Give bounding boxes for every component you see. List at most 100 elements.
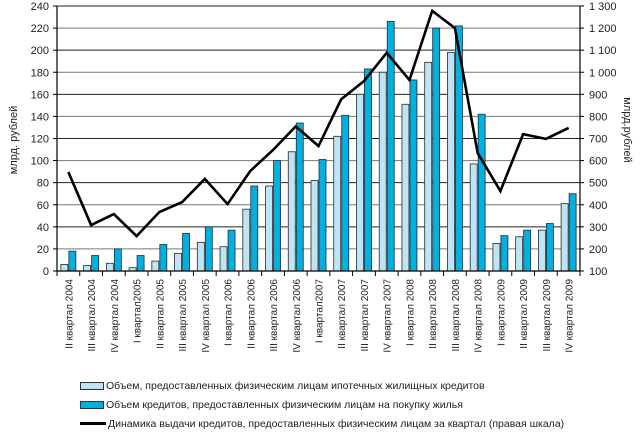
right-tick-label: 700 [589, 134, 607, 146]
left-tick-label: 40 [37, 222, 49, 234]
left-tick-label: 160 [31, 89, 49, 101]
category-label: II квартал 2008 [428, 279, 439, 349]
right-tick-label: 200 [589, 244, 607, 256]
bar-housing [523, 229, 532, 272]
legend-item-housing: Объем кредитов, предоставленных физическ… [80, 395, 564, 414]
right-tick-label: 300 [589, 222, 607, 234]
bar-mortgage [492, 242, 501, 272]
bar-housing [477, 113, 486, 272]
bar-mortgage [151, 260, 160, 272]
gridlines [57, 5, 580, 250]
bar-housing [273, 160, 281, 272]
bar-mortgage [242, 208, 251, 272]
bar-housing [409, 79, 418, 272]
right-tick-label: 1 100 [589, 45, 617, 57]
left-tick-label: 180 [31, 67, 49, 79]
category-label: IV квартал 2009 [565, 279, 576, 353]
left-tick-label: 80 [37, 178, 49, 190]
bar-housing [432, 27, 441, 272]
category-label: III квартал 2007 [360, 279, 371, 352]
category-label: IV квартал 2008 [474, 279, 485, 353]
bar-housing [204, 226, 213, 272]
legend-label: Объем кредитов, предоставленных физическ… [106, 398, 463, 411]
left-tick-label: 220 [31, 23, 49, 35]
left-tick-label: 0 [43, 266, 49, 278]
line-series [67, 8, 570, 238]
category-label: III квартал 2008 [451, 279, 462, 352]
right-axis-ticks: 100 200 300 400 500 600 700 800 900 1 000 1 100 1 2… [589, 1, 617, 278]
left-tick-label: 20 [37, 244, 49, 256]
bar-housing [364, 68, 372, 272]
bar-mortgage [560, 203, 569, 272]
legend-item-dynamics: Динамика выдачи кредитов, предоставленны… [80, 414, 564, 433]
category-label: I квартал 2009 [496, 279, 507, 346]
bar-mortgage [333, 135, 342, 272]
bar-housing [250, 185, 259, 272]
left-tick-label: 100 [31, 156, 49, 168]
bar-mortgage [60, 263, 69, 272]
left-tick-label: 140 [31, 111, 49, 123]
right-tick-label: 400 [589, 200, 607, 212]
bar-mortgage [287, 151, 296, 272]
bar-mortgage [469, 163, 478, 272]
left-tick-label: 120 [31, 134, 49, 146]
category-label: I квартал2005 [133, 279, 144, 344]
right-tick-label: 600 [589, 156, 607, 168]
bar-mortgage [174, 252, 182, 272]
left-axis-label: млрд. рублей [8, 106, 20, 174]
right-tick-label: 100 [589, 266, 607, 278]
bar-housing [68, 250, 77, 272]
category-label: II квартал 2006 [246, 279, 257, 349]
category-label: I квартал 2008 [405, 279, 416, 346]
left-tick-label: 240 [31, 1, 49, 13]
bar-mortgage [424, 61, 433, 272]
category-label: III квартал 2009 [542, 279, 553, 352]
bar-housing [159, 244, 168, 272]
bar-housing [182, 233, 190, 272]
category-label: IV квартал 2004 [110, 279, 121, 353]
right-tick-label: 1 000 [589, 67, 617, 79]
legend-label: Объем, предоставленных физическим лицам … [106, 379, 485, 392]
bar-mortgage [447, 51, 455, 272]
bar-housing [500, 235, 509, 272]
bar-housing [545, 223, 554, 272]
bar-mortgage [196, 241, 205, 272]
category-label: I квартал 2006 [224, 279, 235, 346]
bar-mortgage [219, 246, 228, 272]
category-label: III квартал 2004 [87, 279, 98, 352]
right-tick-label: 900 [589, 89, 607, 101]
category-label: II квартал 2007 [337, 279, 348, 349]
left-axis-ticks: 0 20 40 60 80 100 120 140 160 180 200 220 240 [31, 1, 49, 278]
bar-mortgage [265, 185, 273, 272]
bar-housing [568, 193, 577, 272]
right-tick-label: 1 300 [589, 1, 617, 13]
bar-mortgage [401, 103, 410, 272]
legend-swatch-light-blue [80, 381, 104, 390]
bar-mortgage [378, 71, 387, 272]
category-label: III квартал 2005 [178, 279, 189, 352]
legend-label: Динамика выдачи кредитов, предоставленны… [108, 417, 565, 430]
right-axis-label: млрд.рублей [621, 97, 633, 162]
bar-housing [295, 122, 304, 272]
axes [53, 5, 584, 276]
right-tick-label: 500 [589, 178, 607, 190]
left-tick-label: 60 [37, 200, 49, 212]
category-label: II квартал 2005 [155, 279, 166, 349]
bar-mortgage [356, 93, 364, 272]
legend-item-mortgage: Объем, предоставленных физическим лицам … [80, 376, 564, 395]
bar-mortgage [537, 229, 546, 272]
bar-housing [91, 255, 100, 272]
category-label: IV квартал 2006 [292, 279, 303, 353]
category-label: IV квартал 2005 [201, 279, 212, 353]
category-label: I квартал2007 [315, 279, 326, 344]
bar-mortgage [310, 180, 319, 272]
category-label: IV квартал 2007 [383, 279, 394, 353]
left-tick-label: 200 [31, 45, 49, 57]
bar-mortgage [83, 265, 92, 272]
legend-swatch-blue [80, 400, 104, 409]
bar-mortgage [105, 262, 114, 272]
bar-housing [113, 248, 122, 272]
bar-housing [227, 229, 236, 272]
bar-housing [341, 114, 350, 272]
